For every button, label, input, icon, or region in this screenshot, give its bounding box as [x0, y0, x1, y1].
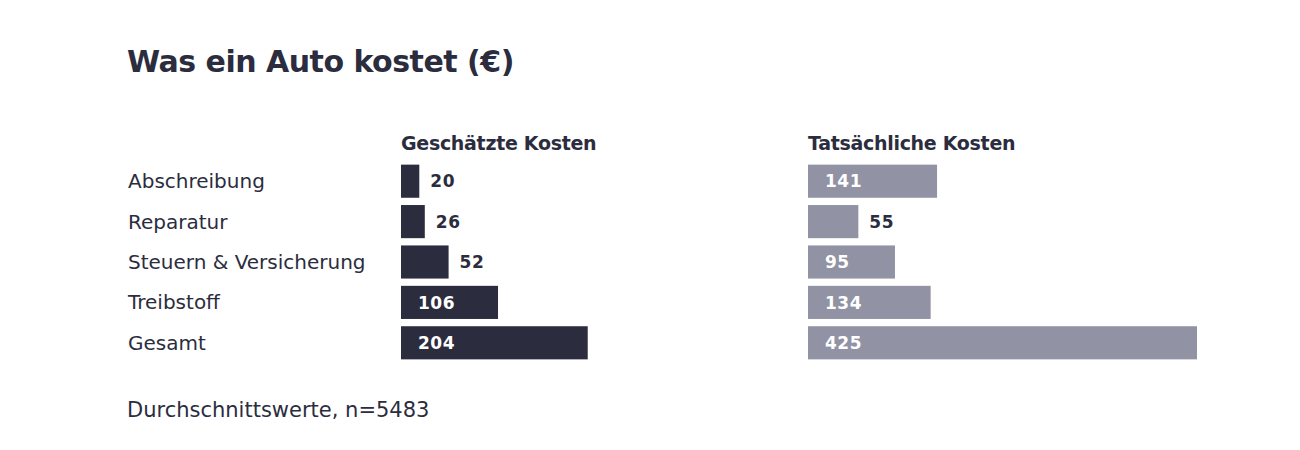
data-label: 55: [869, 212, 894, 232]
footnote: Durchschnittswerte, n=5483: [127, 398, 429, 422]
panel: Tatsächliche Kosten 141 55 95 134 425: [808, 132, 1197, 359]
bar: [401, 326, 588, 359]
data-label: 20: [430, 171, 455, 191]
chart: Was ein Auto kostet (€) Abschreibung Repar…: [0, 0, 1300, 450]
category-label: Reparatur: [128, 210, 228, 234]
data-label: 141: [825, 171, 862, 191]
data-label: 425: [825, 333, 862, 353]
bar: [808, 165, 937, 198]
data-label: 106: [418, 293, 455, 313]
category-label: Steuern & Versicherung: [128, 250, 366, 274]
panel-header: Tatsächliche Kosten: [808, 132, 1015, 154]
data-labels: 141 55 95 134 425: [825, 171, 894, 353]
bar: [808, 326, 1197, 359]
bar: [401, 245, 449, 278]
category-label: Gesamt: [128, 331, 206, 355]
panel-header: Geschätzte Kosten: [401, 132, 596, 154]
bars: [808, 165, 1197, 360]
data-label: 134: [825, 293, 862, 313]
data-label: 26: [436, 212, 461, 232]
bar: [401, 286, 498, 319]
bar: [808, 245, 895, 278]
data-label: 52: [460, 252, 485, 272]
panel: Geschätzte Kosten 20 26 52 106 204: [401, 132, 596, 359]
category-labels: Abschreibung Reparatur Steuern & Versicher…: [127, 169, 366, 355]
data-label: 95: [825, 252, 850, 272]
bar: [808, 205, 858, 238]
category-label: Treibstoff: [127, 290, 221, 314]
bar: [808, 286, 931, 319]
title: Was ein Auto kostet (€): [127, 44, 514, 79]
data-label: 204: [418, 333, 455, 353]
bar: [401, 165, 419, 198]
bar: [401, 205, 425, 238]
bars: [401, 165, 588, 360]
data-labels: 20 26 52 106 204: [418, 171, 484, 353]
category-label: Abschreibung: [128, 169, 265, 193]
